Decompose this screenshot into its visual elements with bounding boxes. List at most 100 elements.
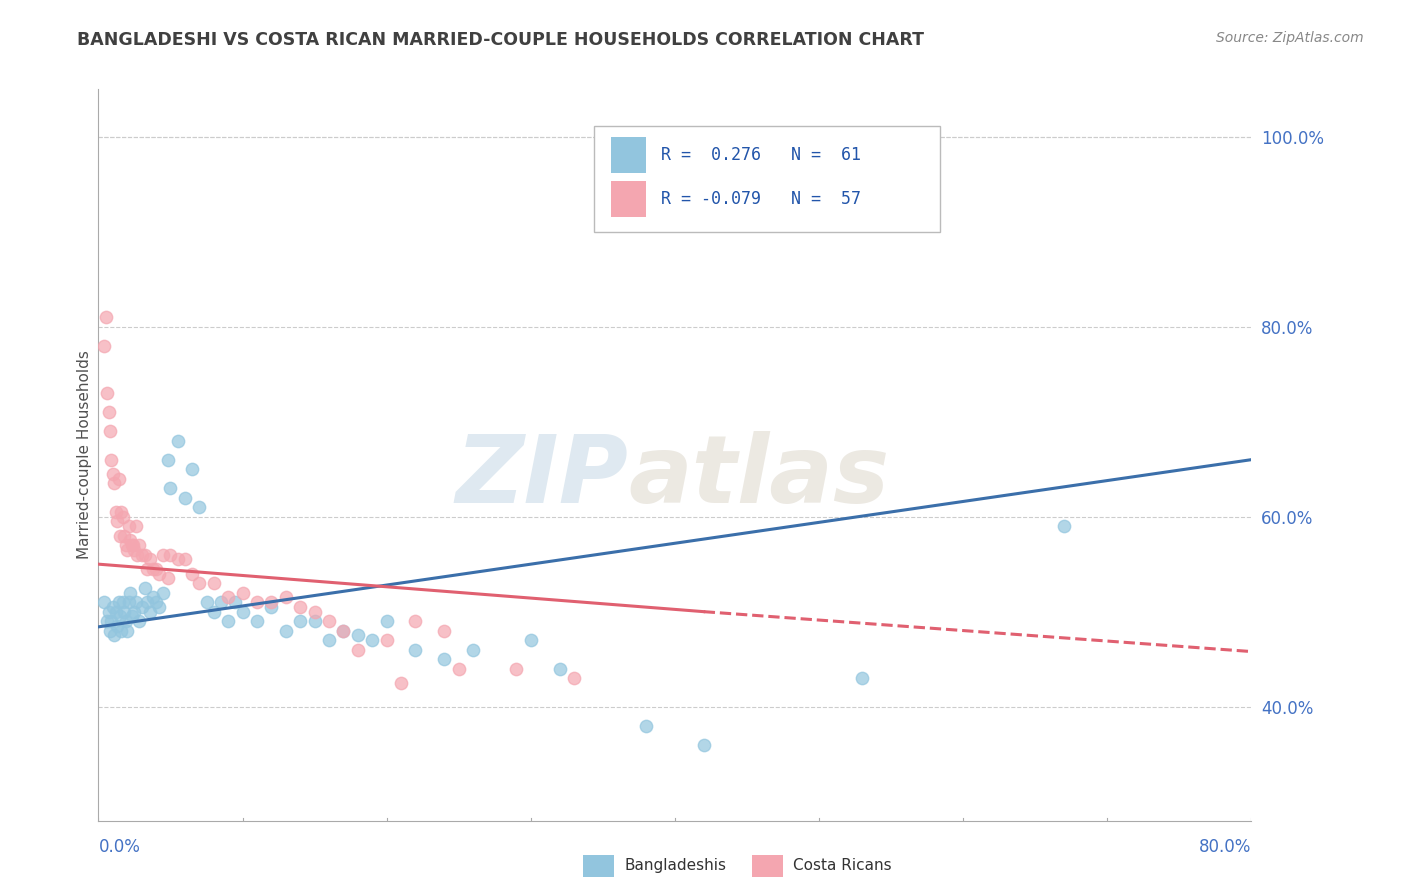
- Point: [131, 599, 153, 614]
- Point: [166, 434, 188, 448]
- FancyBboxPatch shape: [595, 126, 941, 232]
- Text: R = -0.079   N =  57: R = -0.079 N = 57: [661, 190, 860, 208]
- Point: [94, 310, 117, 325]
- Point: [118, 595, 141, 609]
- Text: 0.0%: 0.0%: [98, 838, 141, 855]
- Point: [562, 671, 585, 685]
- Point: [209, 595, 232, 609]
- Point: [304, 605, 326, 619]
- Point: [125, 519, 148, 533]
- Point: [124, 542, 146, 557]
- Point: [148, 566, 170, 581]
- Point: [405, 642, 427, 657]
- Point: [346, 642, 368, 657]
- Point: [134, 581, 156, 595]
- Point: [389, 676, 412, 690]
- Point: [636, 719, 658, 733]
- Point: [174, 552, 197, 566]
- Point: [111, 509, 134, 524]
- Point: [139, 605, 162, 619]
- Point: [110, 505, 132, 519]
- Point: [107, 472, 129, 486]
- Point: [433, 624, 456, 638]
- Point: [98, 424, 121, 438]
- Point: [693, 738, 716, 752]
- Text: R =  0.276   N =  61: R = 0.276 N = 61: [661, 146, 860, 164]
- Point: [375, 633, 398, 648]
- Point: [346, 628, 368, 642]
- Point: [104, 505, 127, 519]
- Point: [447, 662, 470, 676]
- Point: [260, 599, 283, 614]
- Point: [127, 548, 149, 562]
- Text: BANGLADESHI VS COSTA RICAN MARRIED-COUPLE HOUSEHOLDS CORRELATION CHART: BANGLADESHI VS COSTA RICAN MARRIED-COUPL…: [77, 31, 924, 49]
- Point: [290, 614, 312, 628]
- Point: [101, 467, 124, 481]
- Point: [461, 642, 484, 657]
- Point: [174, 491, 197, 505]
- Bar: [612, 136, 645, 173]
- Point: [145, 562, 167, 576]
- Point: [260, 595, 283, 609]
- Point: [104, 605, 127, 619]
- Point: [98, 624, 121, 638]
- Point: [1053, 519, 1076, 533]
- Point: [202, 605, 225, 619]
- Point: [105, 619, 128, 633]
- Point: [405, 614, 427, 628]
- Text: atlas: atlas: [628, 431, 890, 523]
- Text: 80.0%: 80.0%: [1199, 838, 1251, 855]
- Point: [142, 591, 165, 605]
- Point: [103, 476, 125, 491]
- Point: [117, 624, 139, 638]
- Point: [274, 591, 297, 605]
- Point: [433, 652, 456, 666]
- Point: [136, 562, 159, 576]
- Point: [136, 595, 159, 609]
- Point: [110, 624, 132, 638]
- Point: [290, 599, 312, 614]
- Point: [108, 609, 131, 624]
- Point: [202, 576, 225, 591]
- Point: [114, 614, 136, 628]
- Point: [152, 548, 174, 562]
- Point: [111, 595, 134, 609]
- Bar: [612, 180, 645, 218]
- Point: [117, 542, 139, 557]
- Point: [332, 624, 354, 638]
- Point: [505, 662, 527, 676]
- Text: ZIP: ZIP: [456, 431, 628, 523]
- Point: [97, 605, 120, 619]
- Point: [188, 576, 211, 591]
- Point: [148, 599, 170, 614]
- Point: [107, 595, 129, 609]
- Point: [108, 529, 131, 543]
- Point: [375, 614, 398, 628]
- Point: [100, 614, 122, 628]
- Point: [128, 614, 150, 628]
- Point: [103, 628, 125, 642]
- Point: [188, 500, 211, 515]
- Point: [318, 614, 340, 628]
- Point: [125, 595, 148, 609]
- Point: [96, 614, 118, 628]
- Point: [122, 538, 145, 552]
- Point: [134, 548, 156, 562]
- Point: [120, 585, 142, 599]
- Point: [97, 405, 120, 419]
- Point: [224, 595, 246, 609]
- Point: [231, 585, 254, 599]
- Point: [120, 533, 142, 548]
- Y-axis label: Married-couple Households: Married-couple Households: [77, 351, 91, 559]
- Point: [166, 552, 188, 566]
- Point: [96, 386, 118, 401]
- Point: [142, 562, 165, 576]
- Point: [105, 515, 128, 529]
- Point: [304, 614, 326, 628]
- Point: [101, 599, 124, 614]
- Point: [124, 605, 146, 619]
- Point: [139, 552, 162, 566]
- Point: [181, 462, 204, 476]
- Point: [217, 614, 239, 628]
- Point: [121, 538, 143, 552]
